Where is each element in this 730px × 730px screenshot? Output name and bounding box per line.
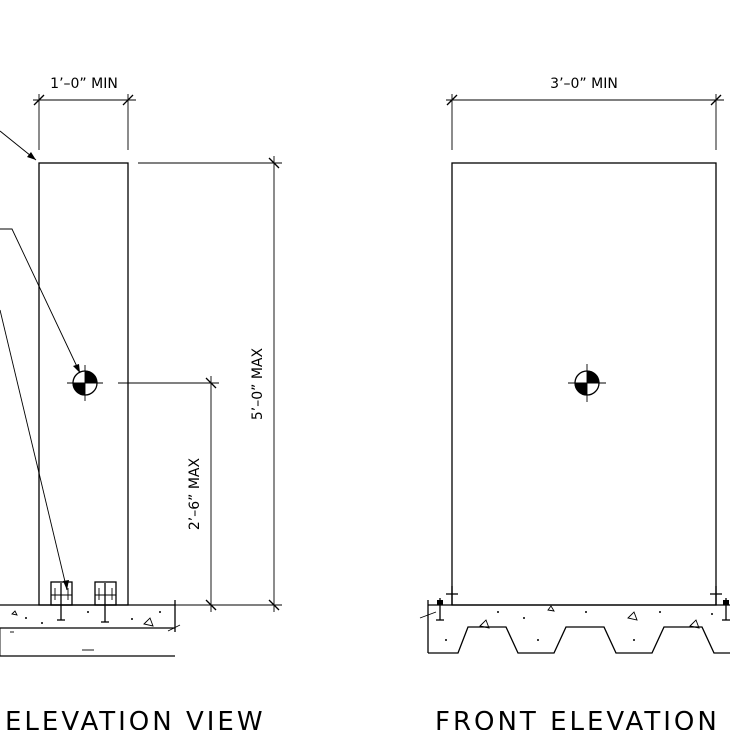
front-anchor-clips	[436, 586, 730, 621]
front-metal-deck-slab	[419, 600, 730, 654]
side-width-label: 1’–0” MIN	[50, 76, 118, 92]
side-cg-height-label: 2’–6” MAX	[187, 457, 203, 530]
side-cg-height-dimension: 2’–6” MAX	[118, 376, 219, 612]
front-center-of-gravity-symbol	[568, 364, 606, 402]
side-height-dimension: 5’–0” MAX	[138, 156, 282, 612]
side-leader-lines	[0, 130, 81, 591]
side-height-label: 5’–0” MAX	[250, 347, 266, 420]
side-center-of-gravity-symbol	[67, 365, 103, 401]
front-view-title: FRONT ELEVATION VIEW	[435, 707, 730, 730]
side-anchor-brackets	[50, 581, 117, 623]
side-elevation-view: 1’–0” MIN 5’–0” MAX 2’–6” MAX	[0, 76, 282, 730]
side-view-title: ELEVATION VIEW	[5, 707, 266, 730]
front-elevation-view: 3’–0” MIN	[419, 76, 730, 730]
side-concrete-slab	[0, 600, 181, 657]
side-width-dimension: 1’–0” MIN	[33, 76, 136, 150]
front-width-dimension: 3’–0” MIN	[446, 76, 724, 150]
front-width-label: 3’–0” MIN	[550, 76, 618, 92]
